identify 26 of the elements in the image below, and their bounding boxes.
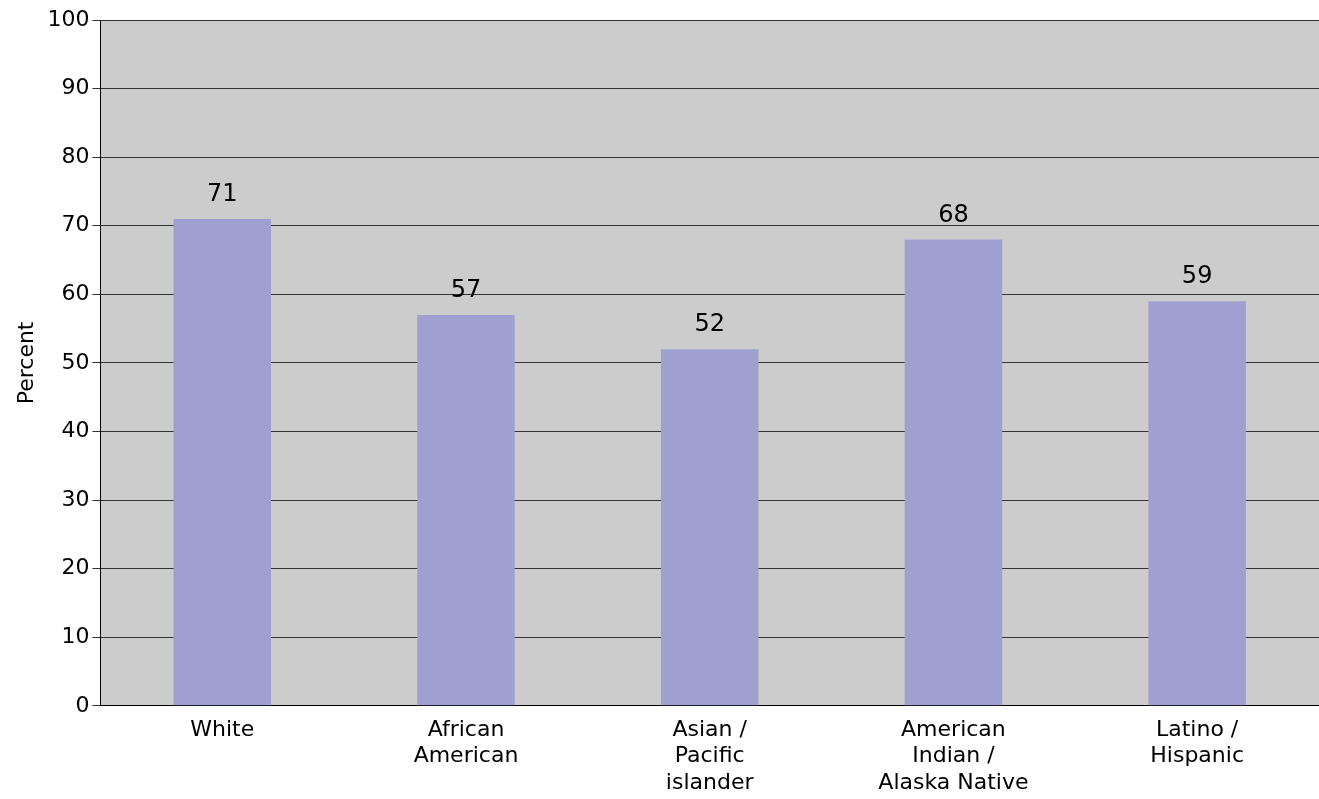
y-tick-label: 50 — [61, 348, 90, 374]
data-label: 71 — [206, 179, 238, 208]
y-tick-label: 10 — [61, 622, 90, 648]
y-axis-title: Percent — [12, 321, 38, 405]
data-label: 68 — [938, 199, 969, 228]
y-tick-label: 30 — [61, 485, 90, 511]
x-tick-label: Latino / Hispanic — [1150, 715, 1244, 768]
x-tick-label: African American — [413, 715, 519, 768]
data-label: 59 — [1181, 261, 1213, 290]
x-tick-label: Asian / Pacific islander — [665, 715, 755, 794]
y-tick-label: 100 — [47, 5, 90, 31]
x-tick-label: White — [190, 715, 255, 741]
y-tick-label: 20 — [61, 554, 90, 580]
bar — [173, 218, 271, 706]
x-tick-label: American Indian / Alaska Native — [878, 715, 1029, 794]
bar — [1148, 301, 1246, 706]
bar — [660, 349, 759, 706]
y-tick-label: 0 — [75, 691, 90, 717]
y-tick-label: 60 — [61, 280, 90, 306]
data-label: 52 — [694, 309, 725, 338]
bar — [417, 314, 515, 706]
bar — [904, 239, 1003, 706]
y-tick-label: 70 — [61, 211, 90, 237]
y-tick-label: 90 — [61, 74, 90, 100]
y-tick-label: 80 — [61, 142, 90, 168]
y-tick-label: 40 — [61, 417, 90, 443]
